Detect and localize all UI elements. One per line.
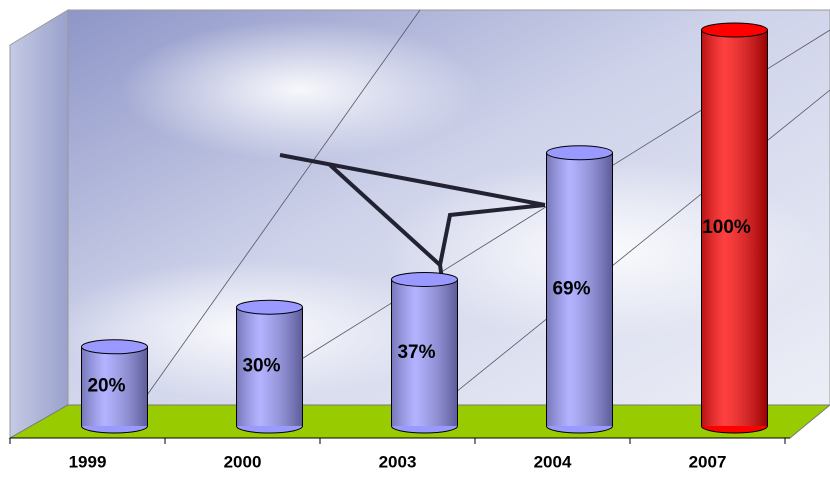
value-label: 20% xyxy=(87,375,125,396)
x-tick-label: 1999 xyxy=(69,452,107,471)
bar-shade xyxy=(81,346,148,426)
bar-outline xyxy=(391,279,458,426)
bar-outline xyxy=(81,346,148,426)
bar-shade xyxy=(391,279,458,426)
bar-top xyxy=(546,145,613,161)
value-label: 69% xyxy=(552,278,590,299)
bar-outline xyxy=(701,30,768,426)
x-tick-label: 2007 xyxy=(689,452,727,471)
value-label: 37% xyxy=(397,342,435,363)
bar-outline xyxy=(546,152,613,426)
bar-top xyxy=(81,339,148,355)
bar-top xyxy=(391,271,458,287)
value-label: 30% xyxy=(242,356,280,377)
value-label: 100% xyxy=(702,217,751,238)
bar-shade xyxy=(236,307,303,426)
bar-outline xyxy=(236,307,303,426)
x-tick-label: 2003 xyxy=(379,452,417,471)
bar-top xyxy=(701,22,768,38)
bar-shade xyxy=(701,30,768,426)
x-tick-label: 2000 xyxy=(224,452,262,471)
bar-shade xyxy=(546,152,613,426)
x-tick-label: 2004 xyxy=(534,452,572,471)
bar-top xyxy=(236,299,303,315)
